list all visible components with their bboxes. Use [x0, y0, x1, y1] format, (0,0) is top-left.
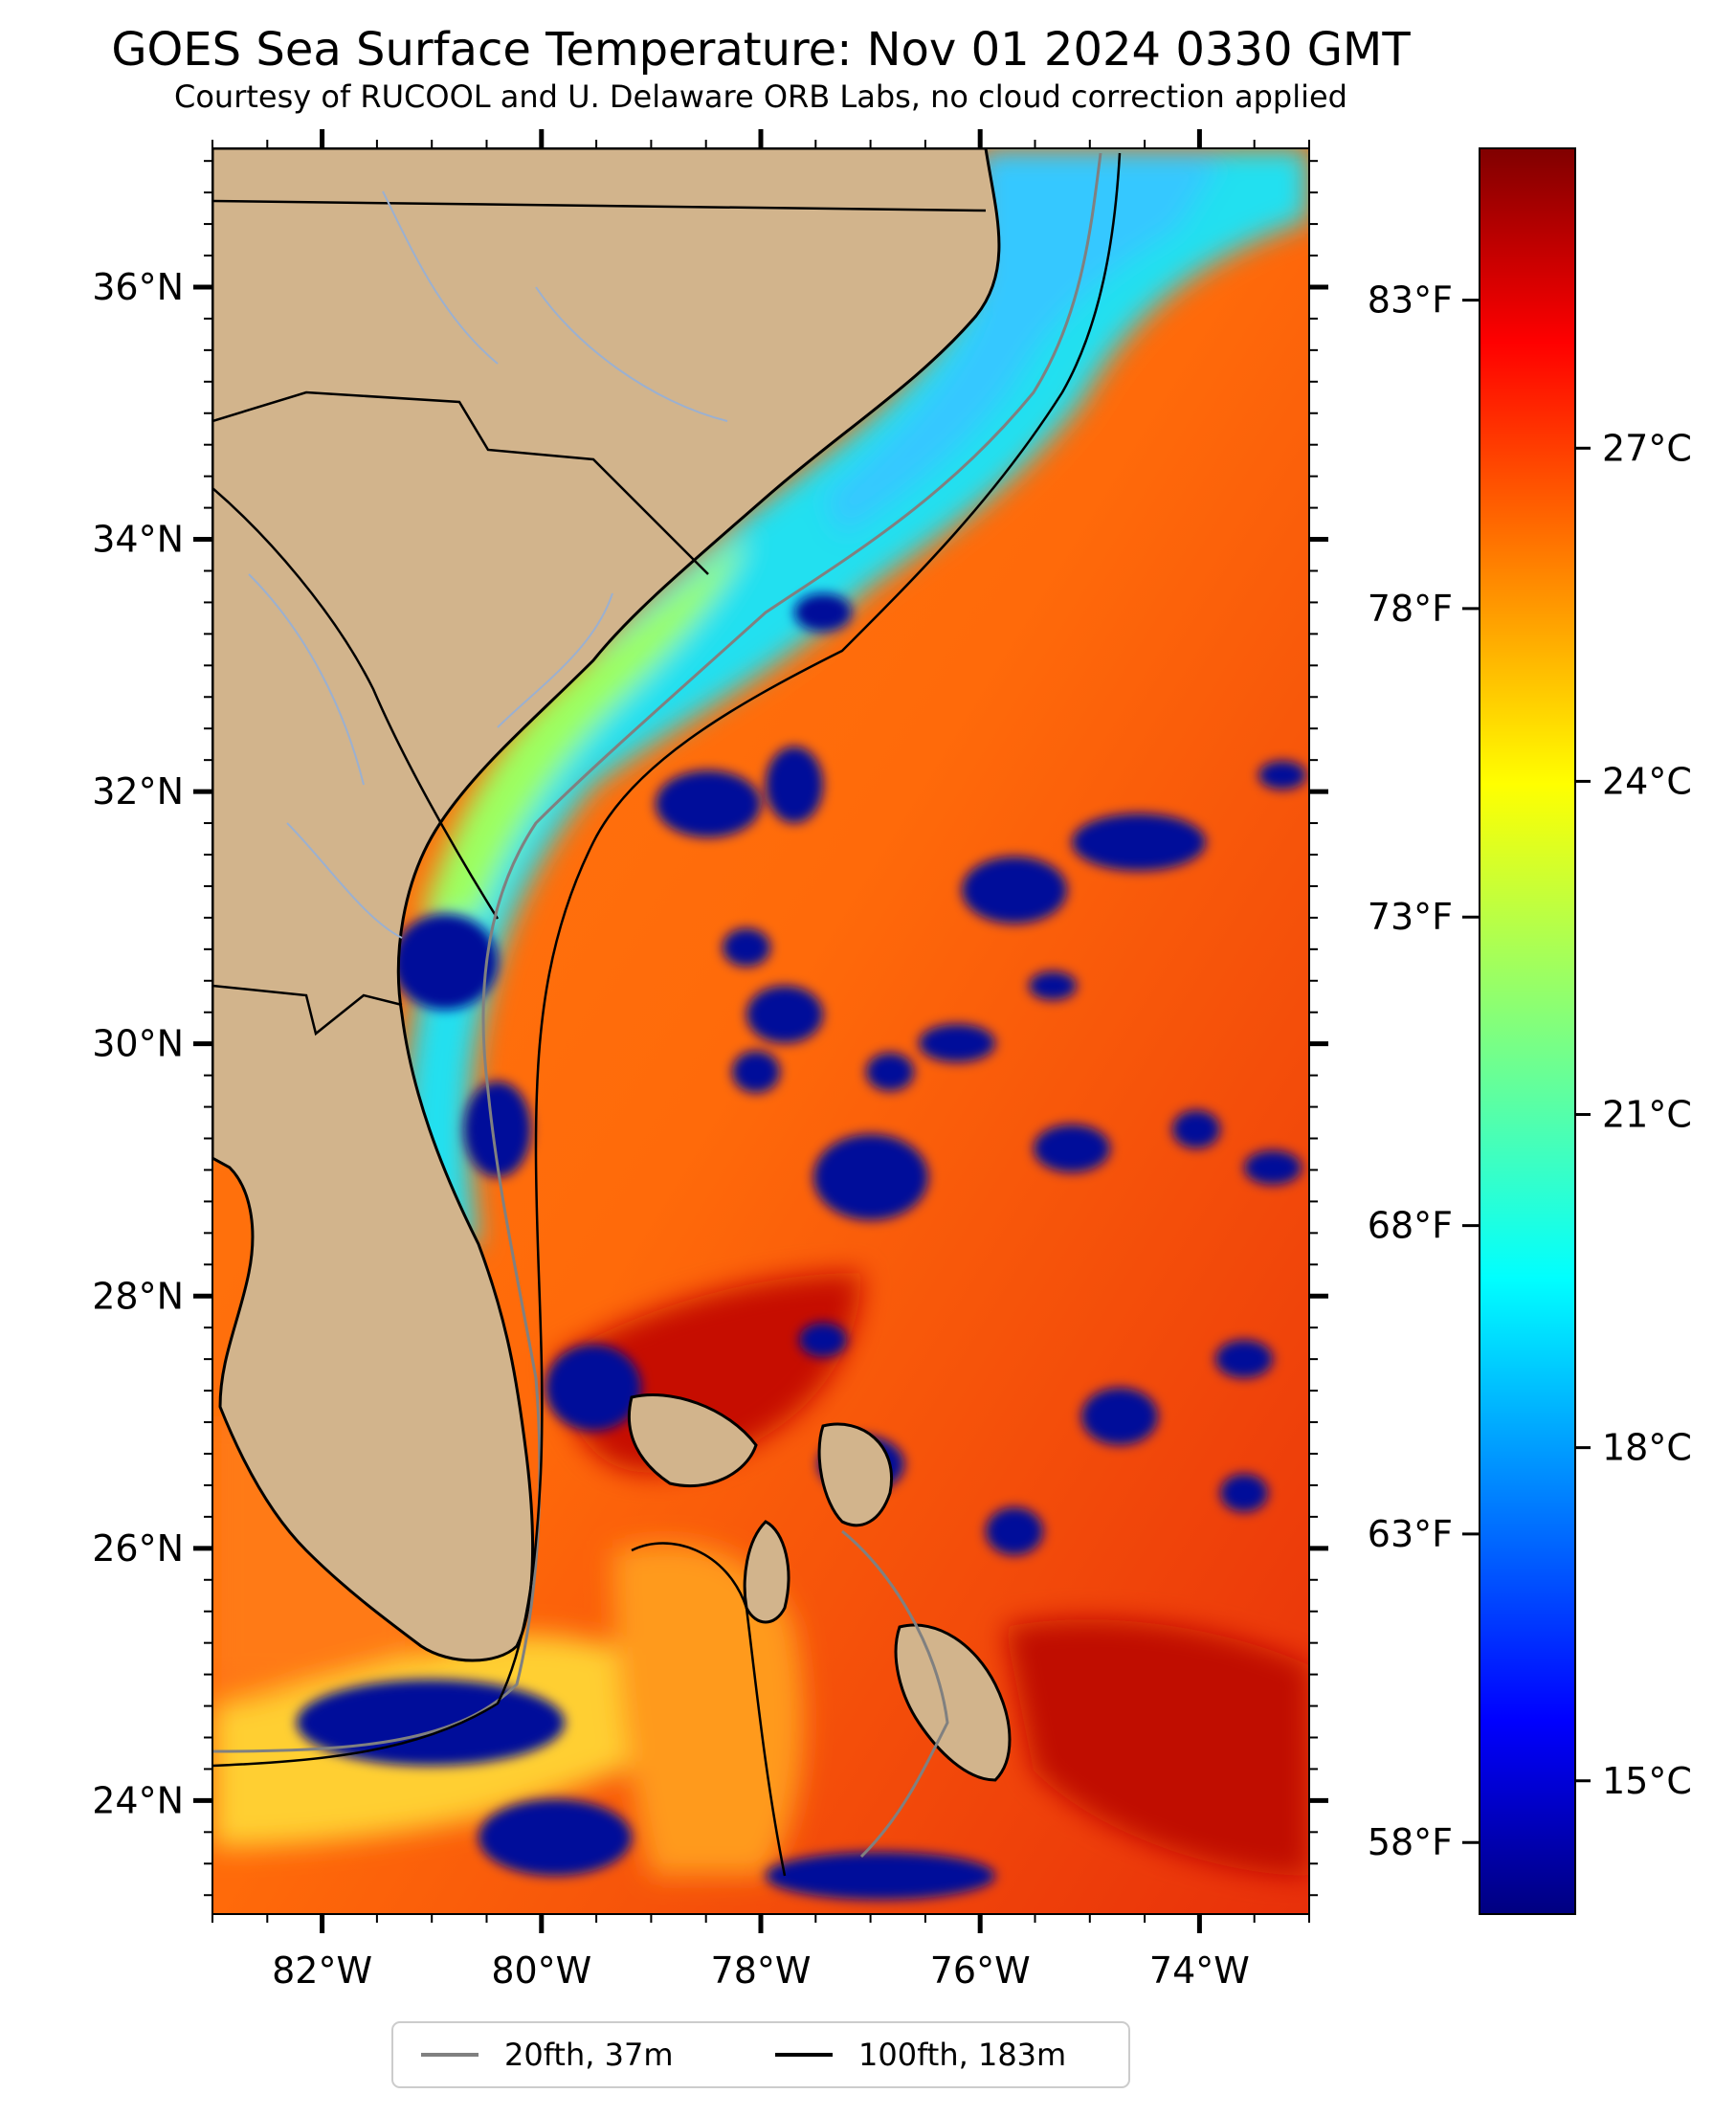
- lon-tick-label: 82°W: [272, 1949, 372, 1992]
- colorbar-gradient: [1479, 147, 1576, 1915]
- isobath-bahamas-20fth: [841, 1529, 949, 1859]
- legend-label-100fth: 100fth, 183m: [858, 2037, 1066, 2073]
- lon-tick-label: 80°W: [491, 1949, 591, 1992]
- isobath-100fth: [212, 152, 1122, 1768]
- lat-tick-label: 26°N: [92, 1527, 184, 1570]
- colorbar-tick-label: 24°C: [1602, 760, 1692, 802]
- fahrenheit-tick-label: 63°F: [1368, 1513, 1453, 1555]
- lon-tick-label: 78°W: [711, 1949, 812, 1992]
- legend-label-20fth: 20fth, 37m: [504, 2037, 673, 2073]
- lat-tick-label: 30°N: [92, 1023, 184, 1065]
- colorbar-tick-label: 27°C: [1602, 427, 1692, 469]
- minor-ticks: [204, 140, 1318, 1923]
- lat-tick-label: 24°N: [92, 1779, 184, 1821]
- isobath-20fth: [212, 152, 1102, 1753]
- isobath-bahamas: [631, 1542, 787, 1877]
- colorbar: 27°C 24°C 21°C 18°C 15°C: [1479, 147, 1692, 1915]
- lat-tick-label: 32°N: [92, 770, 184, 813]
- lon-tick-label: 76°W: [930, 1949, 1031, 1992]
- fahrenheit-tick-label: 58°F: [1368, 1821, 1453, 1863]
- lat-tick-label: 36°N: [92, 266, 184, 308]
- latitude-axis: 36°N 34°N 32°N 30°N 28°N 26°N 24°N: [92, 266, 1328, 1821]
- land-areas: [212, 148, 1012, 1782]
- legend-box: [391, 2021, 1130, 2088]
- colorbar-ticks: 27°C 24°C 21°C 18°C 15°C: [1575, 427, 1692, 1802]
- colorbar-tick-label: 18°C: [1602, 1427, 1692, 1469]
- lat-tick-label: 34°N: [92, 519, 184, 561]
- lat-tick-label: 28°N: [92, 1275, 184, 1317]
- colorbar-tick-label: 15°C: [1602, 1760, 1692, 1802]
- state-borders: [212, 199, 987, 1036]
- fahrenheit-tick-label: 73°F: [1368, 896, 1453, 938]
- legend: 20fth, 37m 100fth, 183m: [391, 2021, 1130, 2088]
- colorbar-tick-label: 21°C: [1602, 1094, 1692, 1136]
- cold-cloud-patches: [297, 593, 1306, 1900]
- fahrenheit-tick-label: 78°F: [1368, 588, 1453, 630]
- rivers: [248, 190, 728, 939]
- map-subtitle: Courtesy of RUCOOL and U. Delaware ORB L…: [174, 78, 1347, 115]
- sst-map: [212, 148, 1309, 1914]
- fahrenheit-axis: 83°F 78°F 73°F 68°F 63°F 58°F: [1368, 279, 1480, 1863]
- map-title: GOES Sea Surface Temperature: Nov 01 202…: [111, 23, 1411, 77]
- lon-tick-label: 74°W: [1149, 1949, 1250, 1992]
- fahrenheit-tick-label: 83°F: [1368, 279, 1453, 322]
- fahrenheit-tick-label: 68°F: [1368, 1205, 1453, 1247]
